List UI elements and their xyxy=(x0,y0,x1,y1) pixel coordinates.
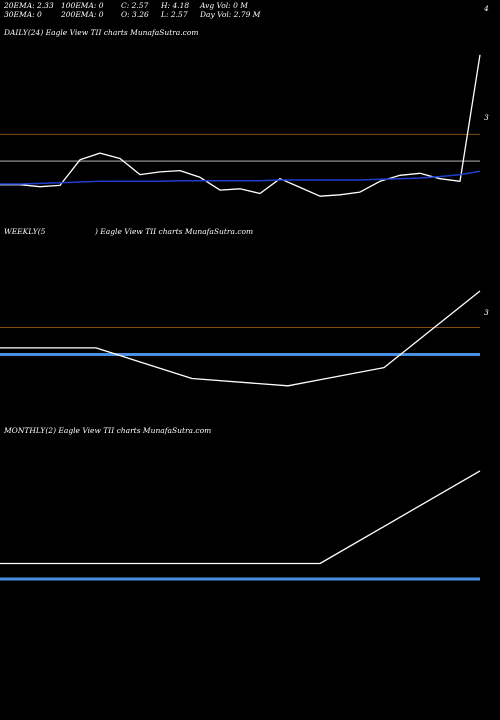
weekly-panel-label-2: ) Eagle View TII charts MunafaSutra.com xyxy=(95,227,254,236)
weekly-panel-label: WEEKLY(5 xyxy=(4,227,46,236)
daily-panel-label: DAILY(24) Eagle View TII charts MunafaSu… xyxy=(4,28,199,37)
price-top-label: 4 xyxy=(484,4,489,13)
stat-close: C: 2.57 xyxy=(121,1,149,10)
stat-200ema: 200EMA: 0 xyxy=(61,10,104,19)
daily-level-label: 3 xyxy=(484,113,489,122)
stat-high: H: 4.18 xyxy=(161,1,190,10)
monthly-panel-label: MONTHLY(2) Eagle View TII charts MunafaS… xyxy=(4,426,212,435)
weekly-series-line-0 xyxy=(0,290,481,387)
weekly-level-label: 3 xyxy=(484,308,489,317)
stat-avg-vol: Avg Vol: 0 M xyxy=(200,1,248,10)
stat-30ema: 30EMA: 0 xyxy=(4,10,42,19)
stat-open: O: 3.26 xyxy=(121,10,149,19)
stat-20ema: 20EMA: 2.33 xyxy=(4,1,54,10)
stat-day-vol: Day Vol: 2.79 M xyxy=(200,10,261,19)
stat-low: L: 2.57 xyxy=(161,10,188,19)
stat-100ema: 100EMA: 0 xyxy=(61,1,104,10)
monthly-series-line-0 xyxy=(0,470,481,565)
daily-series-line-1 xyxy=(0,170,481,185)
daily-series-line-0 xyxy=(0,54,481,197)
